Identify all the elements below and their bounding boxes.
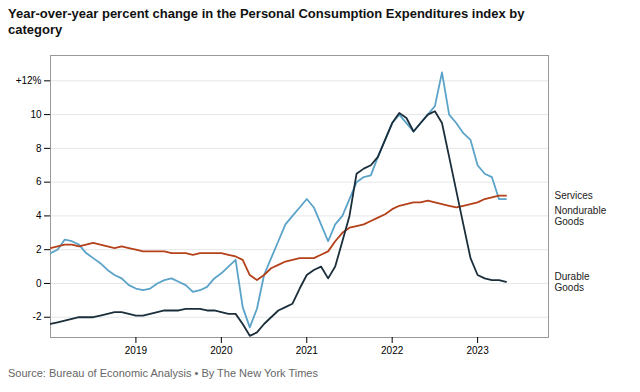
svg-text:+12%: +12% bbox=[16, 75, 42, 86]
svg-text:2019: 2019 bbox=[125, 344, 148, 355]
svg-text:2023: 2023 bbox=[466, 344, 489, 355]
svg-text:4: 4 bbox=[36, 210, 42, 221]
html-text:Year-over-year percent change: Year-over-year percent change in the Per… bbox=[8, 6, 525, 38]
svg-text:8: 8 bbox=[36, 142, 42, 153]
svg-text:2022: 2022 bbox=[381, 344, 404, 355]
svg-text:2020: 2020 bbox=[210, 344, 233, 355]
html-text:Source: Bureau of Economic Ana: Source: Bureau of Economic Analysis • By… bbox=[8, 366, 318, 379]
svg-text:10: 10 bbox=[30, 108, 42, 119]
svg-text:Services: Services bbox=[555, 190, 593, 201]
svg-text:0: 0 bbox=[36, 277, 42, 288]
svg-text:-2: -2 bbox=[33, 311, 42, 322]
svg-text:NondurableGoods: NondurableGoods bbox=[555, 204, 607, 227]
svg-text:2021: 2021 bbox=[296, 344, 319, 355]
svg-text:DurableGoods: DurableGoods bbox=[555, 270, 590, 293]
svg-text:6: 6 bbox=[36, 176, 42, 187]
svg-text:2: 2 bbox=[36, 243, 42, 254]
